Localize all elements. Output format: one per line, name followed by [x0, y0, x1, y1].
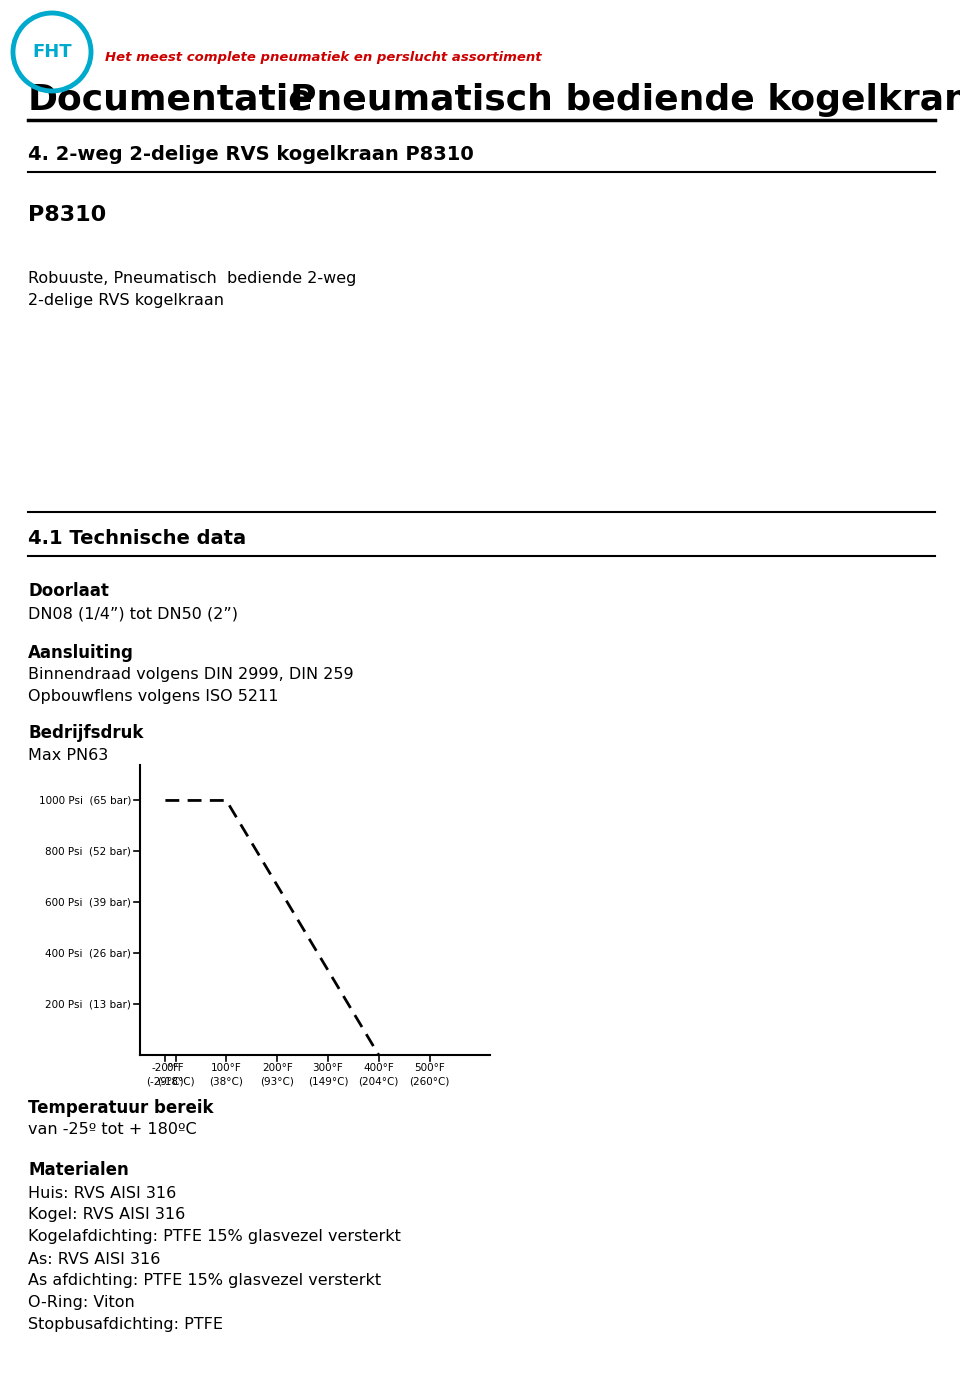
- Text: (149°C): (149°C): [308, 1077, 348, 1087]
- Text: Kogelafdichting: PTFE 15% glasvezel versterkt: Kogelafdichting: PTFE 15% glasvezel vers…: [28, 1230, 401, 1245]
- Text: Kogel: RVS AISI 316: Kogel: RVS AISI 316: [28, 1208, 185, 1223]
- Text: Max PN63: Max PN63: [28, 747, 108, 763]
- Text: Het meest complete pneumatiek en perslucht assortiment: Het meest complete pneumatiek en persluc…: [105, 51, 541, 65]
- Text: (-18°C): (-18°C): [156, 1077, 194, 1087]
- Text: (260°C): (260°C): [409, 1077, 449, 1087]
- Text: 800 Psi  (52 bar): 800 Psi (52 bar): [45, 846, 131, 856]
- Text: 200°F: 200°F: [262, 1063, 293, 1073]
- Text: (204°C): (204°C): [358, 1077, 399, 1087]
- Text: 400 Psi  (26 bar): 400 Psi (26 bar): [45, 948, 131, 958]
- Text: -20°F: -20°F: [152, 1063, 180, 1073]
- Text: DN08 (1/4”) tot DN50 (2”): DN08 (1/4”) tot DN50 (2”): [28, 606, 238, 621]
- Text: Aansluiting: Aansluiting: [28, 644, 133, 662]
- Text: 4.1 Technische data: 4.1 Technische data: [28, 529, 246, 547]
- Text: As: RVS AISI 316: As: RVS AISI 316: [28, 1252, 160, 1267]
- Text: 600 Psi  (39 bar): 600 Psi (39 bar): [45, 897, 131, 907]
- Text: Materialen: Materialen: [28, 1161, 129, 1179]
- Text: Documentatie: Documentatie: [28, 82, 314, 117]
- Text: 2-delige RVS kogelkraan: 2-delige RVS kogelkraan: [28, 293, 224, 308]
- Text: Robuuste, Pneumatisch  bediende 2-weg: Robuuste, Pneumatisch bediende 2-weg: [28, 271, 356, 286]
- Text: As afdichting: PTFE 15% glasvezel versterkt: As afdichting: PTFE 15% glasvezel verste…: [28, 1274, 381, 1289]
- Text: 300°F: 300°F: [313, 1063, 344, 1073]
- Text: 0°F: 0°F: [167, 1063, 184, 1073]
- Text: Huis: RVS AISI 316: Huis: RVS AISI 316: [28, 1186, 177, 1201]
- Text: Binnendraad volgens DIN 2999, DIN 259: Binnendraad volgens DIN 2999, DIN 259: [28, 668, 353, 683]
- Text: Temperatuur bereik: Temperatuur bereik: [28, 1099, 213, 1117]
- Text: 100°F: 100°F: [211, 1063, 242, 1073]
- Text: O-Ring: Viton: O-Ring: Viton: [28, 1296, 134, 1311]
- Text: 200 Psi  (13 bar): 200 Psi (13 bar): [45, 999, 131, 1009]
- Text: (38°C): (38°C): [209, 1077, 243, 1087]
- Text: (-29°C): (-29°C): [147, 1077, 184, 1087]
- Text: Pneumatisch bediende kogelkranen: Pneumatisch bediende kogelkranen: [290, 82, 960, 117]
- Text: Stopbusafdichting: PTFE: Stopbusafdichting: PTFE: [28, 1318, 223, 1333]
- Text: 4. 2-weg 2-delige RVS kogelkraan P8310: 4. 2-weg 2-delige RVS kogelkraan P8310: [28, 146, 473, 165]
- Text: 500°F: 500°F: [414, 1063, 444, 1073]
- Text: van -25º tot + 180ºC: van -25º tot + 180ºC: [28, 1123, 197, 1138]
- Text: FHT: FHT: [33, 43, 72, 60]
- Text: Opbouwflens volgens ISO 5211: Opbouwflens volgens ISO 5211: [28, 688, 278, 703]
- Text: 400°F: 400°F: [363, 1063, 395, 1073]
- Text: Bedrijfsdruk: Bedrijfsdruk: [28, 724, 143, 742]
- Text: P8310: P8310: [28, 205, 107, 225]
- Text: 1000 Psi  (65 bar): 1000 Psi (65 bar): [38, 796, 131, 805]
- Text: Doorlaat: Doorlaat: [28, 583, 108, 600]
- Text: (93°C): (93°C): [260, 1077, 294, 1087]
